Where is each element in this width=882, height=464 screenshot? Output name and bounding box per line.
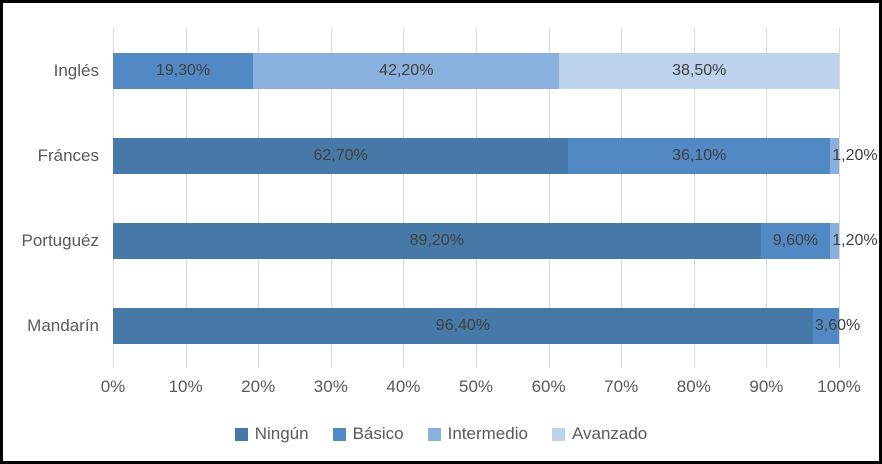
legend-label: Intermedio <box>447 424 528 443</box>
legend-item-ningun: Ningún <box>234 424 309 444</box>
bar-segment-basico <box>812 307 839 344</box>
bar-segment-avanzado <box>559 52 839 89</box>
plot-area: Inglés 19,30% 42,20% 38,50% Fránces 62,70% 36,… <box>22 28 878 368</box>
gridline <box>185 28 187 368</box>
category-row: Mandarín 96,40% 3,60% <box>27 283 860 368</box>
gridline <box>330 28 332 368</box>
bar-segment-ningun <box>113 307 813 344</box>
category-label: Portuguéz <box>21 230 100 250</box>
gridline <box>403 28 405 368</box>
data-label: 96,40% <box>435 316 491 334</box>
data-label: 1,20% <box>832 231 878 249</box>
legend-item-avanzado: Avanzado <box>551 424 648 444</box>
data-label: 42,20% <box>379 61 434 79</box>
data-label: 36,10% <box>672 146 727 164</box>
x-tick-label: 30% <box>313 377 348 396</box>
category-label: Mandarín <box>27 315 99 335</box>
x-tick-label: 10% <box>168 377 203 396</box>
bar-segment-ningun <box>113 222 761 259</box>
category-row: Portuguéz 89,20% 9,60% 1,20% <box>22 198 878 283</box>
bar-segment-basico <box>113 52 254 89</box>
stacked-bar: 62,70% 36,10% 1,20% <box>113 137 878 174</box>
gridline <box>113 28 114 368</box>
gridline <box>548 28 550 368</box>
gridline <box>839 28 840 368</box>
data-label: 38,50% <box>672 61 727 79</box>
gridline <box>693 28 695 368</box>
legend-label: Avanzado <box>571 424 648 443</box>
data-label: 9,60% <box>772 231 819 249</box>
gridline <box>766 28 768 368</box>
stacked-bar: 96,40% 3,60% <box>113 307 860 344</box>
stacked-bar: 19,30% 42,20% 38,50% <box>113 52 839 89</box>
gridline <box>621 28 623 368</box>
x-tick-label: 80% <box>676 377 711 396</box>
category-label: Fránces <box>37 145 99 165</box>
legend-color-chip <box>332 427 346 441</box>
data-label: 62,70% <box>313 146 368 164</box>
bar-segment-ningun <box>113 137 569 174</box>
data-label: 3,60% <box>814 316 861 334</box>
gridline <box>258 28 260 368</box>
data-label: 19,30% <box>155 61 211 79</box>
legend-color-chip <box>427 427 441 441</box>
gridline <box>476 28 477 368</box>
x-tick-label: 0% <box>100 377 126 396</box>
category-label: Inglés <box>53 60 99 80</box>
bar-segment-intermedio <box>253 52 560 89</box>
legend-color-chip <box>234 427 248 441</box>
category-row: Inglés 19,30% 42,20% 38,50% <box>54 28 839 113</box>
x-tick-label: 90% <box>749 377 784 396</box>
data-label: 1,20% <box>832 146 878 164</box>
legend-color-chip <box>551 427 565 441</box>
stacked-bar: 89,20% 9,60% 1,20% <box>113 222 878 259</box>
x-tick-label: 100% <box>817 377 861 396</box>
legend-label: Ningún <box>254 424 309 443</box>
legend-label: Básico <box>352 424 404 443</box>
bar-segment-basico <box>568 137 831 174</box>
bar-rows: Inglés 19,30% 42,20% 38,50% Fránces 62,70% 36,… <box>22 28 878 368</box>
bar-segment-intermedio <box>830 137 839 174</box>
x-tick-label: 20% <box>241 377 276 396</box>
x-tick-label: 60% <box>531 377 566 396</box>
x-tick-label: 40% <box>386 377 421 396</box>
legend: Ningún Básico Intermedio Avanzado <box>3 424 879 444</box>
x-axis: 0% 10% 20% 30% 40% 50% 60% 70% 80% 90% 100% <box>101 377 861 399</box>
category-row: Fránces 62,70% 36,10% 1,20% <box>38 113 878 198</box>
x-tick-label: 50% <box>458 377 494 396</box>
bar-segment-basico <box>760 222 831 259</box>
legend-item-basico: Básico <box>332 424 404 444</box>
legend-item-intermedio: Intermedio <box>427 424 528 444</box>
bar-segment-intermedio <box>830 222 839 259</box>
data-label: 89,20% <box>409 231 464 249</box>
x-tick-label: 70% <box>604 377 639 396</box>
